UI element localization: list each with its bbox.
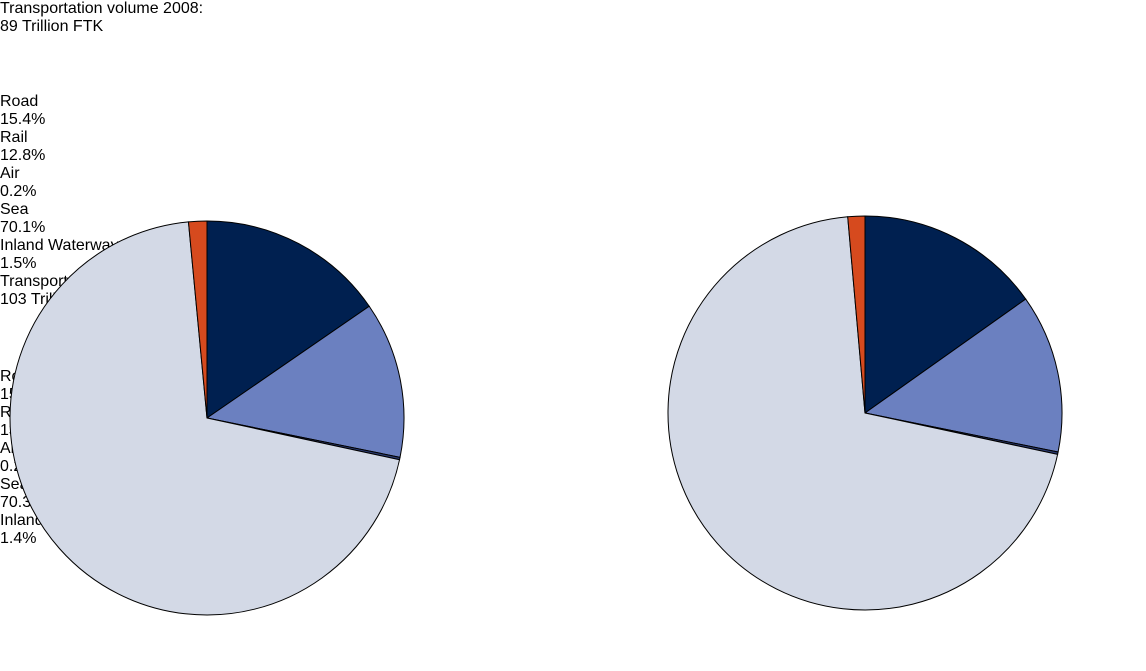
category-label: Road: [0, 93, 39, 110]
value-label: 1.5%: [0, 255, 37, 272]
slice-label: Road 15.4%: [0, 93, 1146, 129]
slice-label: Rail 12.8%: [0, 129, 1146, 165]
category-label: Rail: [0, 129, 28, 146]
pie-slice: [187, 220, 208, 419]
value-label: 70.1%: [0, 219, 46, 236]
category-label: Inland Waterways: [0, 237, 127, 254]
category-label: Air: [0, 165, 20, 182]
slice-label: Sea 70.1%: [0, 201, 1146, 237]
pie-slice: [206, 220, 370, 419]
pie-slice: [864, 215, 1027, 414]
value-label: 15.4%: [0, 111, 46, 128]
pie-slice: [205, 305, 405, 458]
pie-slice: [847, 215, 866, 414]
title-box: Transportation volume 2008: 89 Trillion F…: [0, 0, 364, 93]
slice-label: Inland Waterways 1.5%: [0, 237, 1146, 273]
value-label: 0.2%: [0, 183, 37, 200]
chart-subtitle: 89 Trillion FTK: [0, 18, 104, 35]
pie-slice: [863, 298, 1063, 453]
chart-title: Transportation volume 2008:: [0, 0, 204, 17]
value-label: 12.8%: [0, 147, 46, 164]
value-label: 1.4%: [0, 530, 37, 547]
category-label: Sea: [0, 201, 29, 218]
pie-slice: [9, 221, 401, 616]
pie-slice: [667, 216, 1059, 611]
